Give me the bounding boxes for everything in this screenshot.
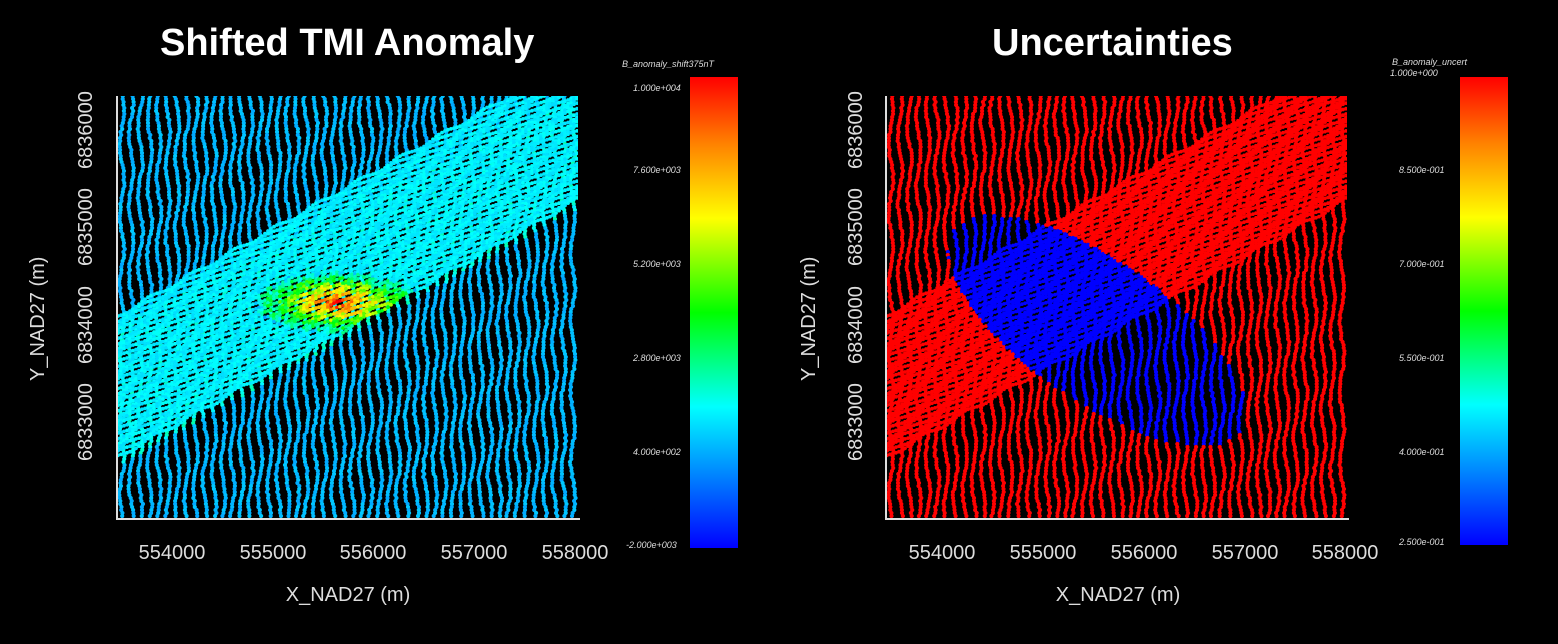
flight-line-sample xyxy=(118,222,124,228)
flight-line-sample xyxy=(121,99,126,105)
flight-line-sample xyxy=(131,171,136,177)
flight-line-sample xyxy=(118,147,123,153)
flight-line-sample xyxy=(118,498,123,504)
flight-line-sample xyxy=(129,150,134,156)
flight-line-sample xyxy=(119,471,124,477)
flight-line-sample xyxy=(127,120,132,126)
flight-line-sample xyxy=(120,510,125,516)
tmi-anomaly-map xyxy=(118,96,578,518)
flight-line-sample xyxy=(120,513,125,518)
left-panel: Shifted TMI Anomaly 554000 555000 556000… xyxy=(27,22,738,606)
chart-title: Shifted TMI Anomaly xyxy=(160,22,534,65)
flight-line-sample xyxy=(122,180,127,186)
flight-line-sample xyxy=(119,297,124,303)
flight-line-sample xyxy=(119,195,124,201)
flight-line-sample xyxy=(118,144,122,150)
flight-line-sample xyxy=(118,204,123,210)
flight-line-sample xyxy=(118,135,123,141)
flight-line-sample xyxy=(118,153,123,159)
flight-line-sample xyxy=(118,291,123,297)
flight-line-sample xyxy=(131,99,136,105)
flight-line-sample xyxy=(118,225,123,231)
flight-line-sample xyxy=(131,168,136,174)
flight-line-sample xyxy=(118,492,122,498)
flight-line-sample xyxy=(119,264,124,270)
flight-line-sample xyxy=(120,231,125,237)
flight-line-sample xyxy=(119,267,124,273)
flight-line-sample xyxy=(118,216,122,222)
flight-line-sample xyxy=(121,114,126,120)
plot-area xyxy=(118,96,578,518)
